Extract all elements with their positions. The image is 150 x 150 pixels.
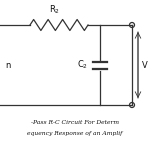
Text: -Pass R-C Circuit For Determ: -Pass R-C Circuit For Determ [31, 120, 119, 124]
Text: R$_2$: R$_2$ [50, 3, 61, 16]
Text: equency Response of an Amplif: equency Response of an Amplif [27, 132, 123, 137]
Text: V: V [142, 60, 148, 69]
Text: C$_2$: C$_2$ [77, 59, 88, 71]
Text: n: n [5, 60, 10, 69]
